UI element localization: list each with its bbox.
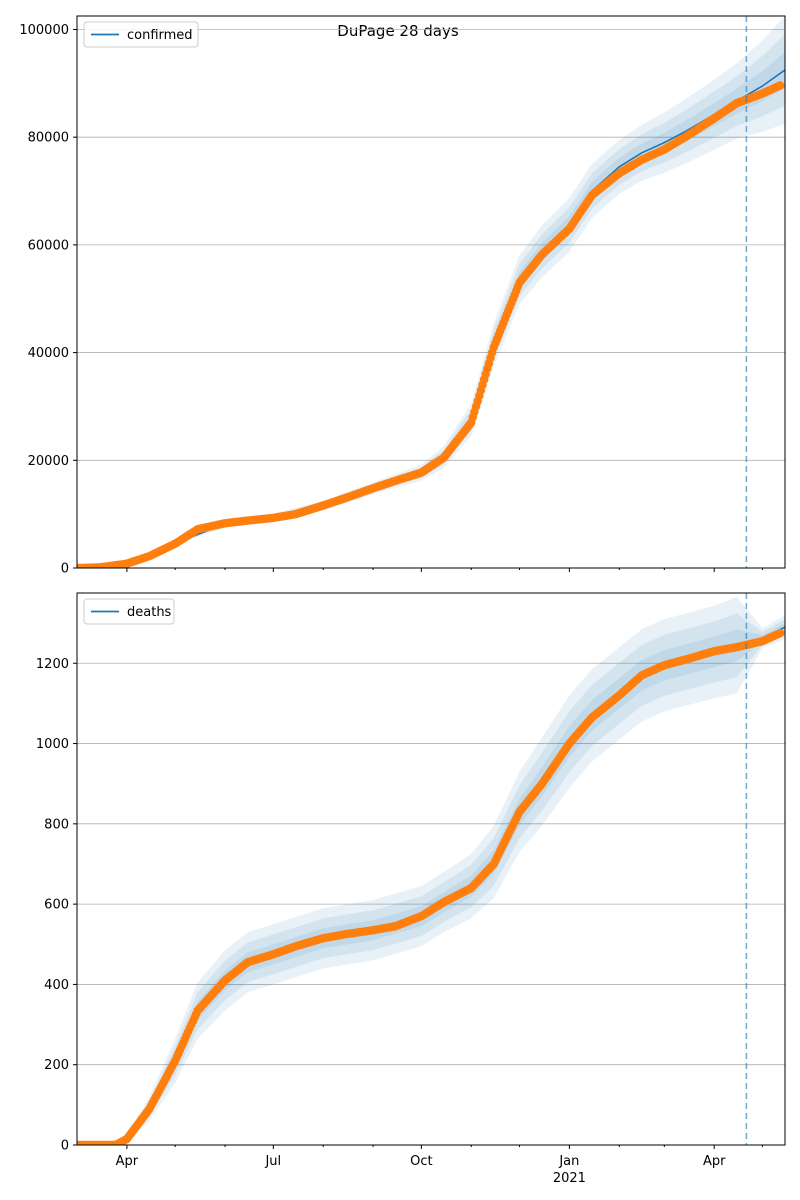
y-tick-label: 80000 [28, 131, 69, 146]
y-tick-label: 100000 [19, 23, 69, 38]
uncertainty-band-1 [77, 16, 785, 568]
uncertainty-band-1 [77, 597, 785, 1145]
y-tick-label: 60000 [28, 238, 69, 253]
axes-frame [76, 592, 786, 1146]
legend-label: confirmed [127, 28, 193, 43]
y-tick-label: 0 [61, 1139, 69, 1154]
x-tick-label: Jan [558, 1154, 579, 1169]
deaths-panel: 0 200 400 600 800 1000 1200 Apr Jul Oct Jan 2021 Apr… [36, 592, 786, 1186]
y-tick-label: 600 [44, 898, 69, 913]
uncertainty-band-2 [77, 34, 785, 568]
legend: confirmed [83, 21, 199, 48]
x-tick-sublabel: 2021 [553, 1171, 586, 1186]
y-tick-label: 1000 [36, 737, 69, 752]
y-tick-label: 800 [44, 817, 69, 832]
y-tick-label: 20000 [28, 454, 69, 469]
x-tick-label: Oct [410, 1154, 432, 1169]
y-tick-label: 400 [44, 978, 69, 993]
x-tick-label: Apr [703, 1154, 726, 1169]
axes-frame [76, 15, 786, 569]
x-tick-label: Jul [264, 1154, 281, 1169]
y-tick-label: 1200 [36, 657, 69, 672]
observed-points [77, 81, 785, 568]
confirmed-panel: 0 20000 40000 60000 80000 100000 confirmed [19, 15, 786, 577]
x-tick-label: Apr [116, 1154, 139, 1169]
y-tick-label: 40000 [28, 346, 69, 361]
legend-label: deaths [127, 605, 172, 620]
y-tick-label: 0 [61, 562, 69, 577]
legend: deaths [83, 598, 175, 625]
uncertainty-band-3 [77, 52, 785, 568]
observed-point [776, 628, 785, 638]
observed-points [77, 628, 785, 1145]
uncertainty-band-2 [77, 613, 785, 1145]
figure-title: DuPage 28 days [337, 22, 459, 40]
y-tick-label: 200 [44, 1058, 69, 1073]
observed-point [776, 81, 785, 90]
